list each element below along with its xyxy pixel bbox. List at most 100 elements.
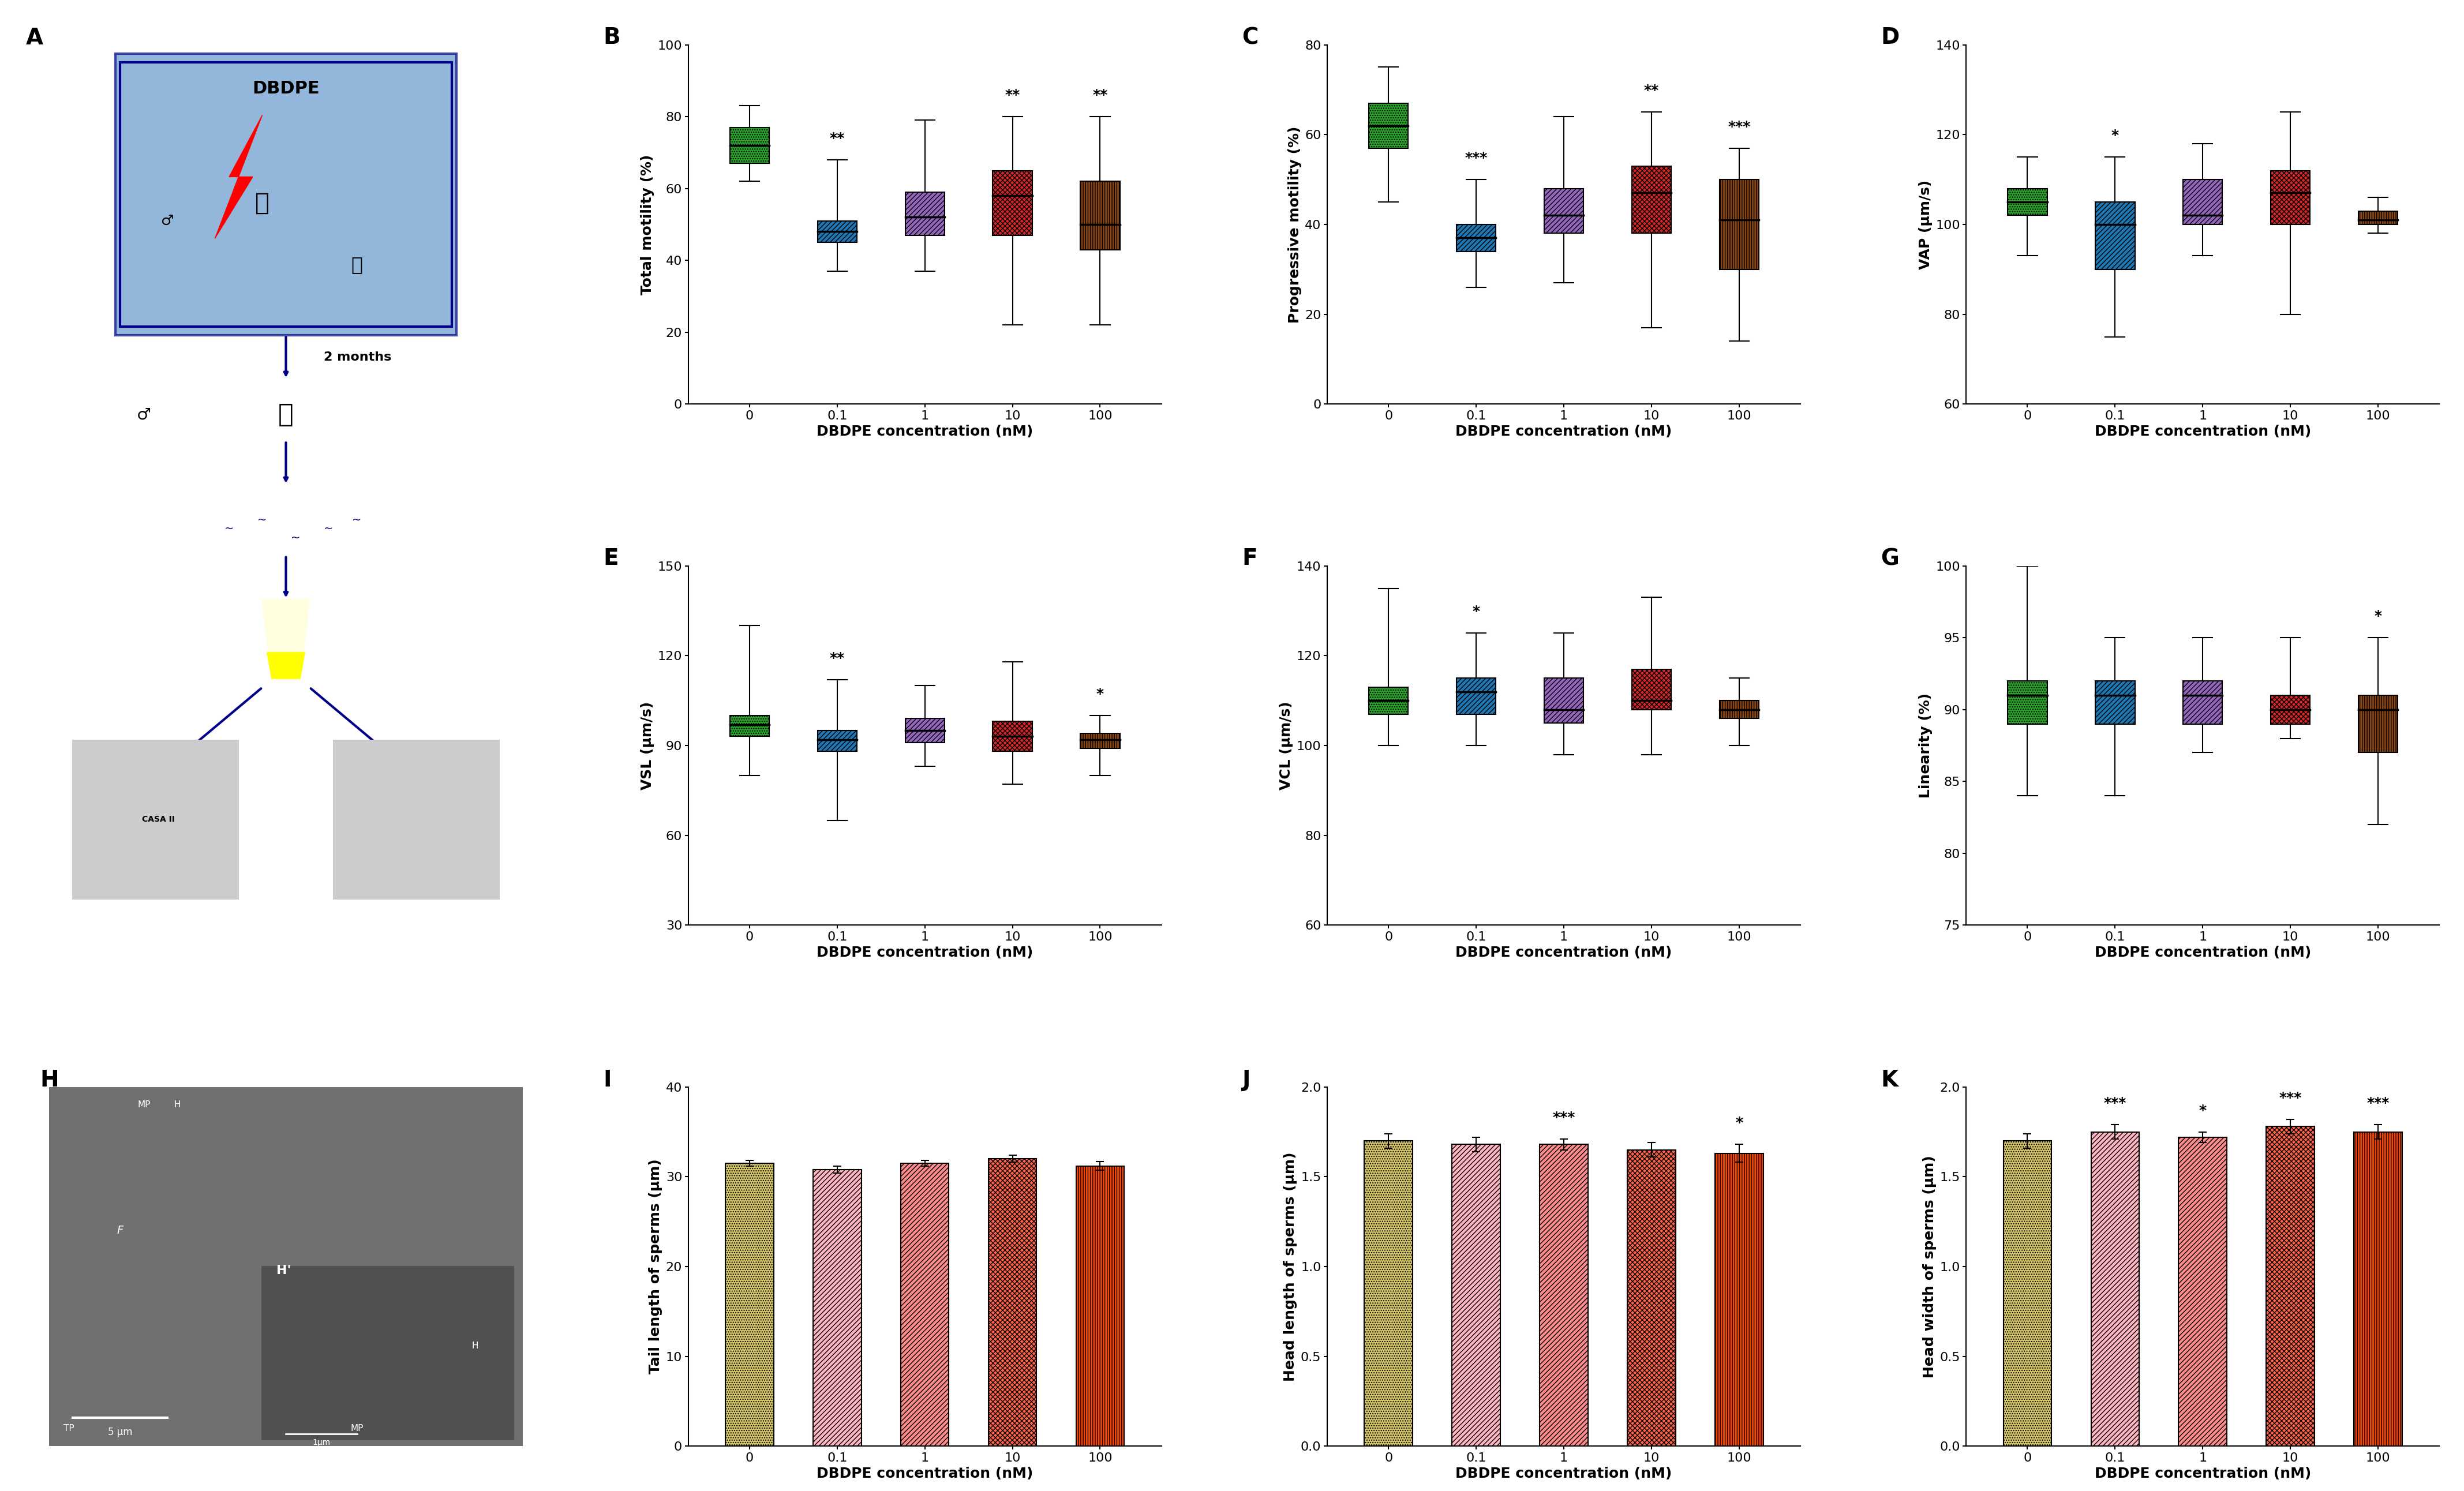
- Bar: [1077, 1166, 1124, 1446]
- Text: **: **: [1643, 83, 1658, 98]
- Bar: [1365, 1141, 1412, 1446]
- Bar: [818, 221, 857, 243]
- Bar: [729, 127, 769, 164]
- Text: MP: MP: [138, 1100, 150, 1109]
- Bar: [2358, 210, 2397, 225]
- Text: I: I: [604, 1069, 611, 1091]
- Text: 🐟: 🐟: [256, 191, 269, 215]
- Text: H: H: [473, 1342, 478, 1349]
- Text: H: H: [175, 1100, 180, 1109]
- Bar: [1540, 1145, 1587, 1446]
- Bar: [1545, 188, 1584, 234]
- X-axis label: DBDPE concentration (nM): DBDPE concentration (nM): [2094, 425, 2311, 438]
- Text: H': H': [276, 1264, 291, 1276]
- Text: TP: TP: [64, 1424, 74, 1433]
- Y-axis label: Progressive motility (%): Progressive motility (%): [1289, 125, 1301, 324]
- Bar: [1456, 225, 1496, 252]
- Y-axis label: Total motility (%): Total motility (%): [641, 154, 655, 295]
- Bar: [1720, 179, 1759, 270]
- Bar: [904, 192, 944, 236]
- Text: **: **: [1092, 88, 1109, 103]
- Text: *: *: [1473, 605, 1481, 619]
- Bar: [1370, 103, 1409, 148]
- Bar: [1456, 678, 1496, 714]
- Text: *: *: [2112, 128, 2119, 143]
- Bar: [1631, 166, 1671, 234]
- Text: A: A: [25, 27, 42, 49]
- Bar: [1720, 701, 1759, 719]
- Polygon shape: [49, 1087, 522, 1446]
- X-axis label: DBDPE concentration (nM): DBDPE concentration (nM): [816, 945, 1032, 960]
- Text: ***: ***: [1727, 119, 1749, 134]
- Polygon shape: [266, 652, 306, 678]
- Text: ***: ***: [2365, 1096, 2390, 1111]
- Text: 5 μm: 5 μm: [108, 1427, 133, 1437]
- Text: 🐟: 🐟: [278, 403, 293, 426]
- Bar: [2358, 695, 2397, 753]
- Polygon shape: [214, 115, 261, 239]
- Text: 2 months: 2 months: [323, 352, 392, 364]
- Bar: [1715, 1154, 1764, 1446]
- Bar: [2008, 188, 2048, 215]
- Text: ~: ~: [291, 532, 301, 543]
- Text: J: J: [1242, 1069, 1249, 1091]
- X-axis label: DBDPE concentration (nM): DBDPE concentration (nM): [2094, 945, 2311, 960]
- Bar: [1079, 182, 1119, 249]
- Y-axis label: VSL (μm/s): VSL (μm/s): [641, 701, 655, 790]
- Text: H: H: [39, 1069, 59, 1091]
- Bar: [1626, 1150, 1676, 1446]
- Bar: [2272, 170, 2311, 225]
- Bar: [261, 1266, 513, 1439]
- Bar: [2267, 1126, 2314, 1446]
- Text: CASA II: CASA II: [143, 816, 175, 823]
- Polygon shape: [261, 599, 310, 678]
- Bar: [993, 170, 1032, 236]
- Text: **: **: [830, 652, 845, 665]
- Text: *: *: [2198, 1103, 2205, 1117]
- Bar: [818, 731, 857, 751]
- Text: F: F: [1242, 547, 1257, 570]
- Y-axis label: Head length of sperms (μm): Head length of sperms (μm): [1284, 1153, 1299, 1381]
- Text: F: F: [116, 1226, 123, 1236]
- Bar: [1370, 687, 1409, 714]
- Bar: [333, 741, 498, 899]
- Bar: [813, 1169, 862, 1446]
- Y-axis label: VAP (μm/s): VAP (μm/s): [1919, 179, 1932, 270]
- Text: E: E: [604, 547, 618, 570]
- Text: *: *: [2375, 610, 2383, 623]
- Bar: [902, 1163, 949, 1446]
- Bar: [74, 741, 239, 899]
- Text: ***: ***: [2104, 1096, 2126, 1111]
- X-axis label: DBDPE concentration (nM): DBDPE concentration (nM): [816, 1467, 1032, 1481]
- Text: **: **: [830, 131, 845, 145]
- Text: B: B: [604, 27, 621, 49]
- Y-axis label: Head width of sperms (μm): Head width of sperms (μm): [1922, 1156, 1937, 1378]
- X-axis label: DBDPE concentration (nM): DBDPE concentration (nM): [1456, 1467, 1673, 1481]
- Text: *: *: [1096, 687, 1104, 701]
- Text: ***: ***: [2279, 1091, 2301, 1105]
- Bar: [2272, 695, 2311, 725]
- Text: ~: ~: [323, 523, 333, 534]
- Text: ~: ~: [352, 514, 362, 526]
- Bar: [2094, 681, 2134, 725]
- Text: MP: MP: [350, 1424, 362, 1433]
- Text: D: D: [1880, 27, 1900, 49]
- Bar: [121, 63, 451, 327]
- Text: ***: ***: [1552, 1111, 1574, 1124]
- Text: *: *: [1735, 1117, 1742, 1130]
- Text: ♂: ♂: [160, 213, 175, 228]
- Bar: [2178, 1138, 2227, 1446]
- Text: DBDPE: DBDPE: [251, 81, 320, 97]
- Bar: [2092, 1132, 2139, 1446]
- Text: 🐟: 🐟: [352, 255, 362, 274]
- Y-axis label: Linearity (%): Linearity (%): [1919, 693, 1932, 798]
- Text: G: G: [1880, 547, 1900, 570]
- Text: K: K: [1880, 1069, 1897, 1091]
- Text: ~: ~: [259, 514, 266, 526]
- Text: **: **: [1005, 88, 1020, 103]
- X-axis label: DBDPE concentration (nM): DBDPE concentration (nM): [1456, 425, 1673, 438]
- X-axis label: DBDPE concentration (nM): DBDPE concentration (nM): [2094, 1467, 2311, 1481]
- Bar: [993, 722, 1032, 751]
- Y-axis label: Tail length of sperms (μm): Tail length of sperms (μm): [648, 1159, 663, 1375]
- Bar: [2003, 1141, 2053, 1446]
